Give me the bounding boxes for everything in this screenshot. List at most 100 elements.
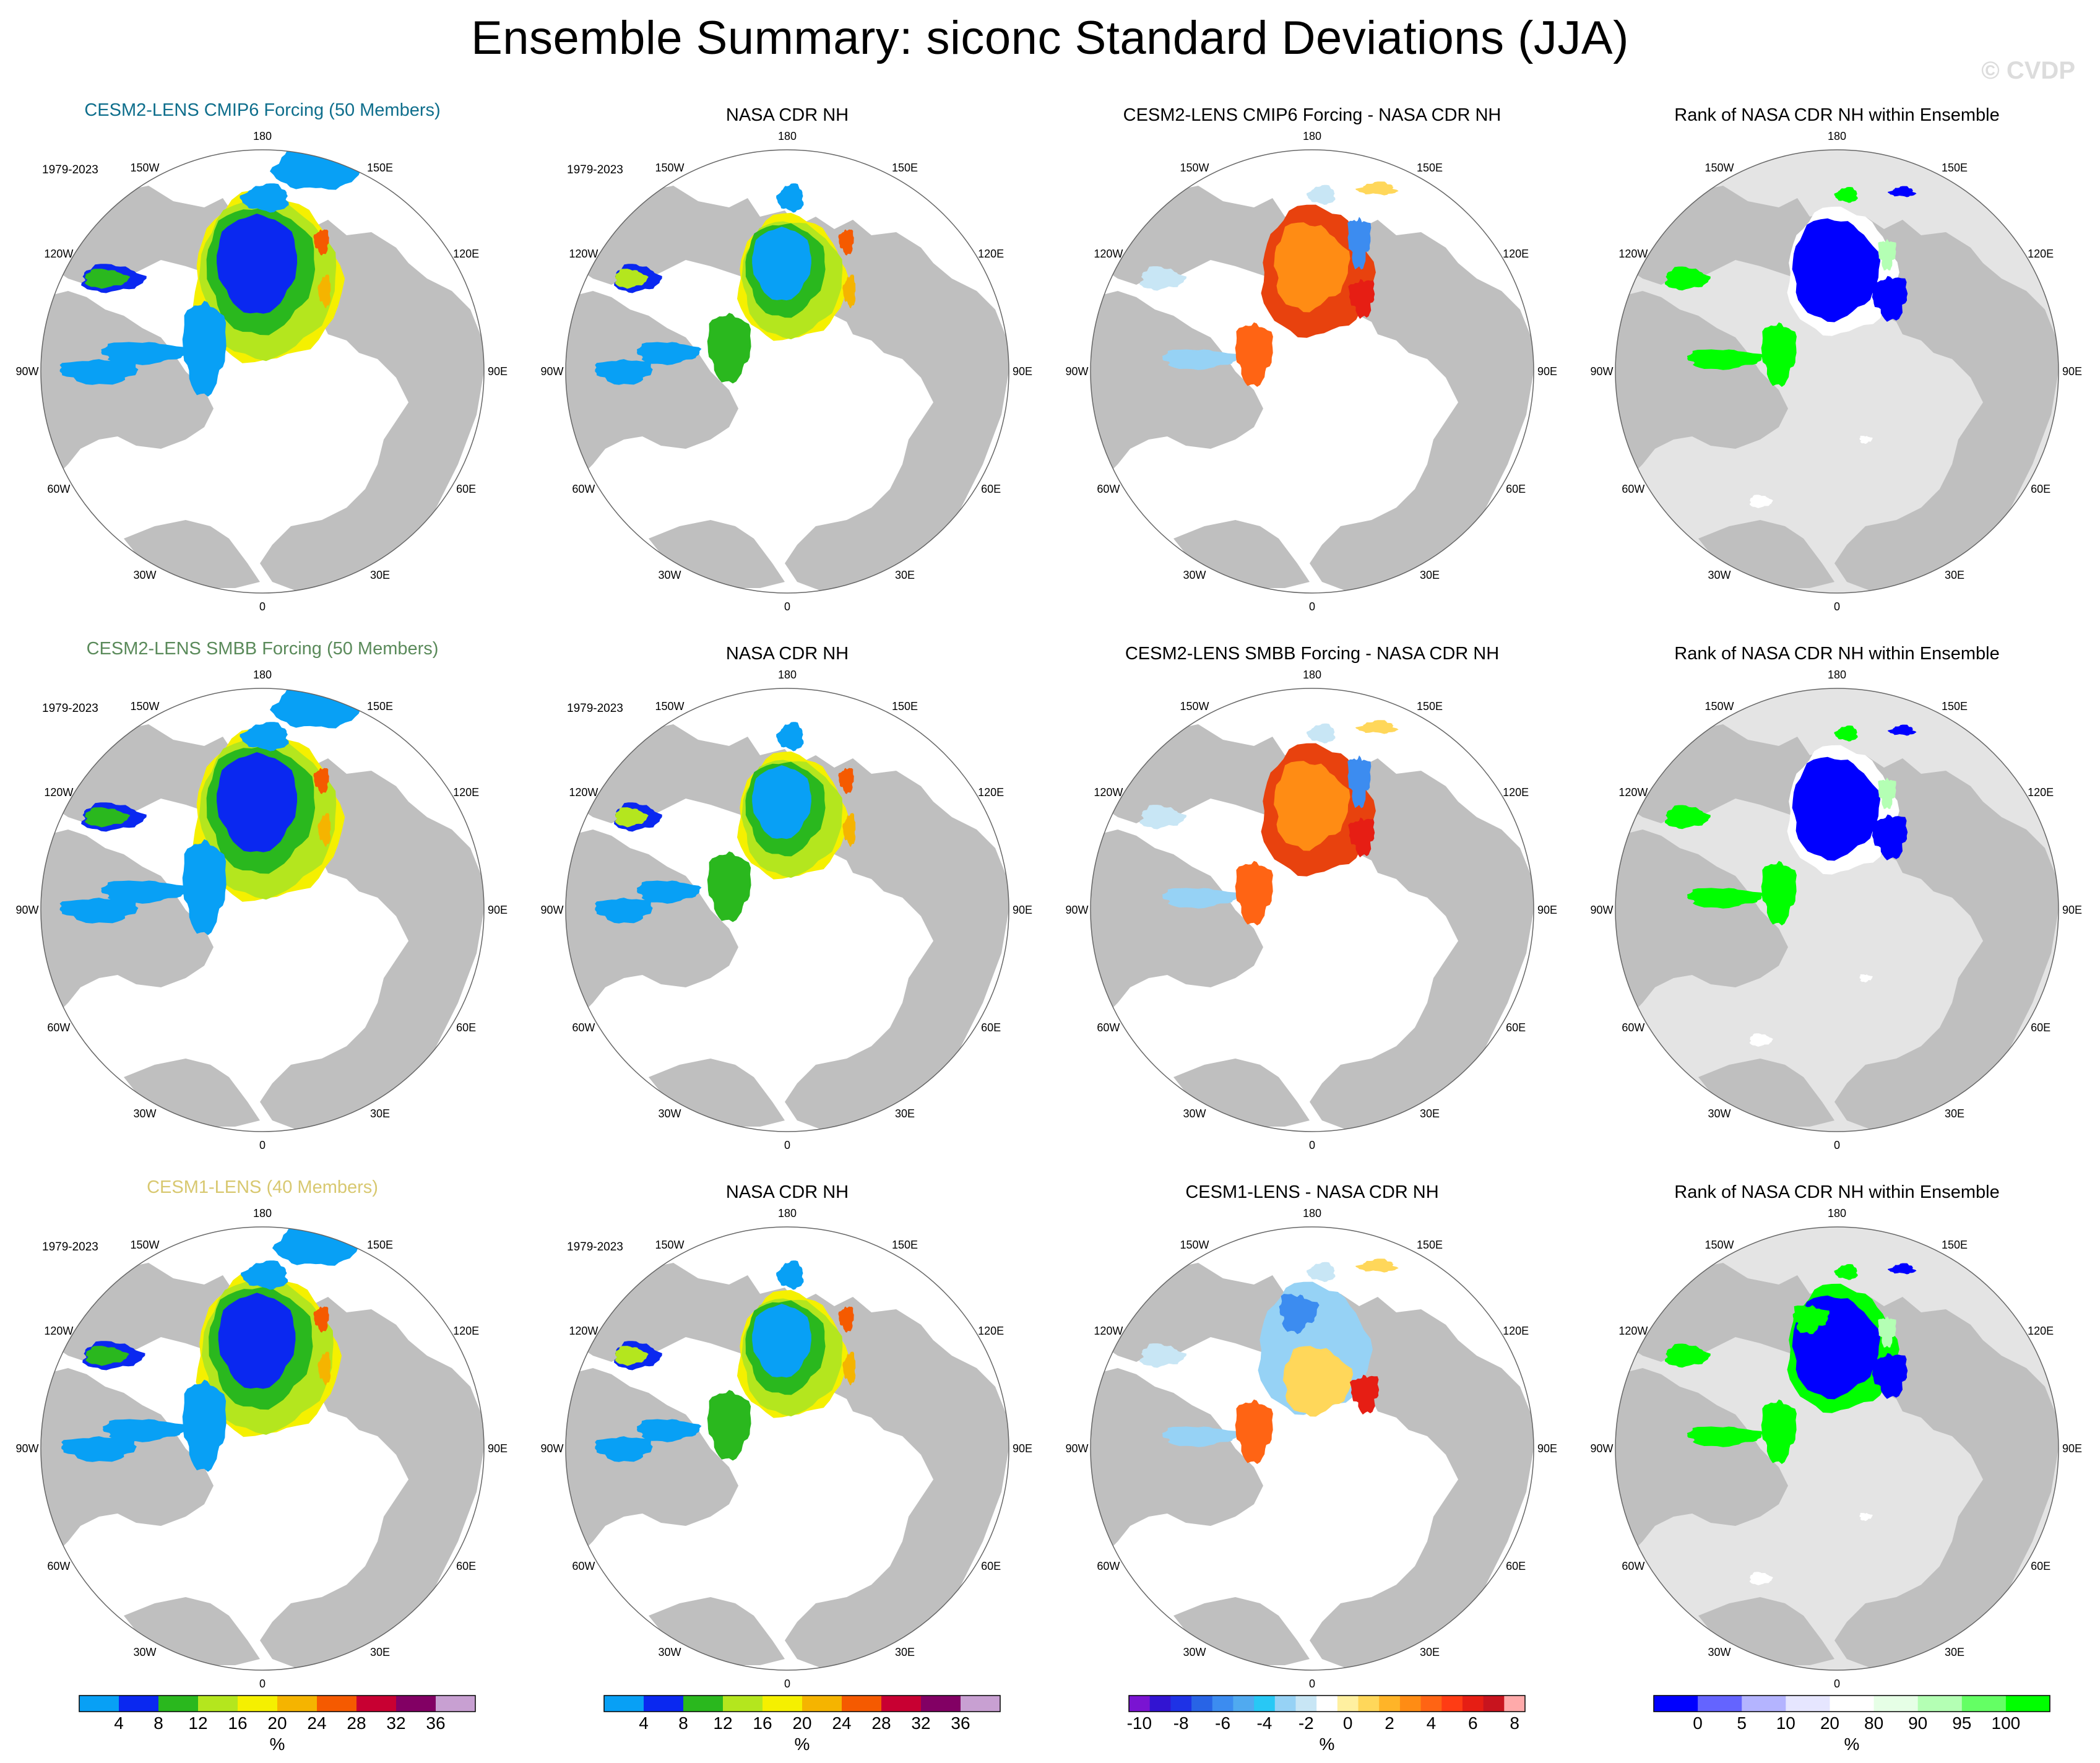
panel-title: CESM1-LENS - NASA CDR NH (1185, 1182, 1439, 1202)
longitude-label: 30W (658, 569, 681, 581)
colorbar-tick-label: 32 (911, 1713, 930, 1733)
colorbar-tick-label: 32 (386, 1713, 405, 1733)
colorbar-swatch (1295, 1696, 1317, 1712)
land-mass (41, 1368, 214, 1554)
map-panel: 180 150E 120E 90E 60E 30E 0 30W 60W 90W 120W 150W 19… (0, 631, 525, 1170)
longitude-label: 120W (1094, 248, 1123, 260)
longitude-label: 180 (778, 1207, 797, 1219)
land-mass (574, 724, 1009, 1130)
data-field (595, 183, 856, 385)
period-label: 1979-2023 (567, 1241, 623, 1254)
map-border (1615, 688, 2059, 1132)
longitude-label: 60W (1622, 1021, 1644, 1034)
panel-title: Rank of NASA CDR NH within Ensemble (1674, 1182, 2000, 1202)
lake (175, 1572, 199, 1585)
labrador-ice (59, 898, 139, 924)
okhotsk-ice (270, 688, 361, 729)
map-panel: 180 150E 120E 90E 60E 30E 0 30W 60W 90W 120W 150W Ra… (1575, 93, 2099, 631)
colorbar-frame (603, 1695, 1001, 1712)
longitude-label: 60E (981, 1021, 1001, 1034)
longitude-label: 60W (572, 483, 595, 495)
colorbar-swatch (1830, 1696, 1875, 1712)
rank-high-patch (1792, 1305, 1830, 1335)
longitude-label: 0 (1834, 600, 1840, 613)
longitude-label: 180 (1303, 130, 1321, 142)
longitude-label: 90W (15, 365, 38, 378)
longitude-label: 30W (1708, 1646, 1731, 1658)
longitude-label: 60E (2031, 1560, 2050, 1572)
map-panel: 180 150E 120E 90E 60E 30E 0 30W 60W 90W 120W 150W 19… (0, 93, 525, 631)
colorbar-unit: % (270, 1735, 285, 1754)
land-mass (50, 186, 484, 591)
longitude-label: 90W (15, 904, 38, 916)
colorbar-tick-label: 20 (267, 1713, 287, 1733)
colorbar-swatch (1316, 1696, 1338, 1712)
longitude-label: 120W (44, 248, 73, 260)
lake (1334, 435, 1349, 444)
baffin-diff (1162, 1426, 1240, 1447)
colorbar-swatch (198, 1696, 238, 1712)
bering-ice (776, 183, 804, 213)
colorbar-swatch (1462, 1696, 1484, 1712)
longitude-label: 90W (1590, 365, 1613, 378)
baffin-ice (101, 880, 189, 904)
bering-rank (1834, 726, 1858, 742)
longitude-label: 150W (1705, 1239, 1734, 1251)
colorbar-tick-label: 12 (188, 1713, 207, 1733)
longitude-label: 30W (658, 1107, 681, 1120)
data-field (61, 1227, 358, 1472)
longitude-label: 150E (892, 162, 918, 174)
colorbar-swatch (1420, 1696, 1442, 1712)
greenland-sea-ice (707, 1390, 751, 1461)
lake (175, 1033, 199, 1047)
lake (1334, 974, 1349, 983)
lake (1334, 1512, 1349, 1522)
colorbar-unit: % (1844, 1735, 1860, 1754)
longitude-label: 0 (259, 1678, 266, 1690)
longitude-label: 60W (47, 1560, 70, 1572)
longitude-label: 90E (1537, 1442, 1557, 1455)
longitude-label: 150E (1417, 1239, 1443, 1251)
colorbar-tick-label: -2 (1298, 1713, 1314, 1733)
labrador-ice (595, 898, 653, 924)
data-field (1664, 724, 1917, 925)
land-mass (1099, 186, 1534, 591)
longitude-label: 120E (978, 786, 1004, 799)
data-field (59, 688, 361, 935)
longitude-label: 30E (370, 1107, 390, 1120)
longitude-label: 60E (2031, 483, 2050, 495)
longitude-label: 150E (1417, 700, 1443, 713)
longitude-label: 90W (1065, 1442, 1088, 1455)
longitude-label: 0 (784, 600, 790, 613)
longitude-label: 120W (1094, 786, 1123, 799)
colorbar-tick-label: -10 (1127, 1713, 1152, 1733)
colorbar-swatch (1483, 1696, 1505, 1712)
greenland-sea-diff (1235, 1399, 1273, 1464)
colorbar-swatch (1337, 1696, 1359, 1712)
colorbar-swatch (238, 1696, 278, 1712)
colorbar-swatch (1961, 1696, 2007, 1712)
diff-positive-edge (1349, 1374, 1380, 1415)
lake (810, 1512, 824, 1522)
longitude-label: 150E (367, 1239, 393, 1251)
hudson-bay-rank (1664, 805, 1711, 830)
rank-mid-edge (1878, 1316, 1896, 1348)
land-mass (1091, 291, 1263, 477)
colorbar-swatch (1742, 1696, 1786, 1712)
polar-map: 180 150E 120E 90E 60E 30E 0 30W 60W 90W 120W 150W 19… (15, 130, 508, 613)
longitude-label: 120W (569, 786, 598, 799)
hudson-bay-diff (1139, 1343, 1187, 1368)
longitude-label: 120W (1618, 248, 1648, 260)
longitude-label: 30W (1183, 569, 1206, 581)
longitude-label: 120W (44, 786, 73, 799)
land-mass (1624, 1263, 2059, 1668)
bering-rank (1834, 187, 1858, 203)
hudson-bay-rank (1664, 1343, 1711, 1368)
longitude-label: 150E (1942, 700, 1968, 713)
longitude-label: 120W (1618, 1325, 1648, 1337)
longitude-label: 120W (1618, 786, 1648, 799)
longitude-label: 150W (655, 700, 684, 713)
lake (1224, 1033, 1248, 1047)
longitude-label: 90E (1013, 904, 1032, 916)
longitude-label: 30W (133, 1646, 156, 1658)
